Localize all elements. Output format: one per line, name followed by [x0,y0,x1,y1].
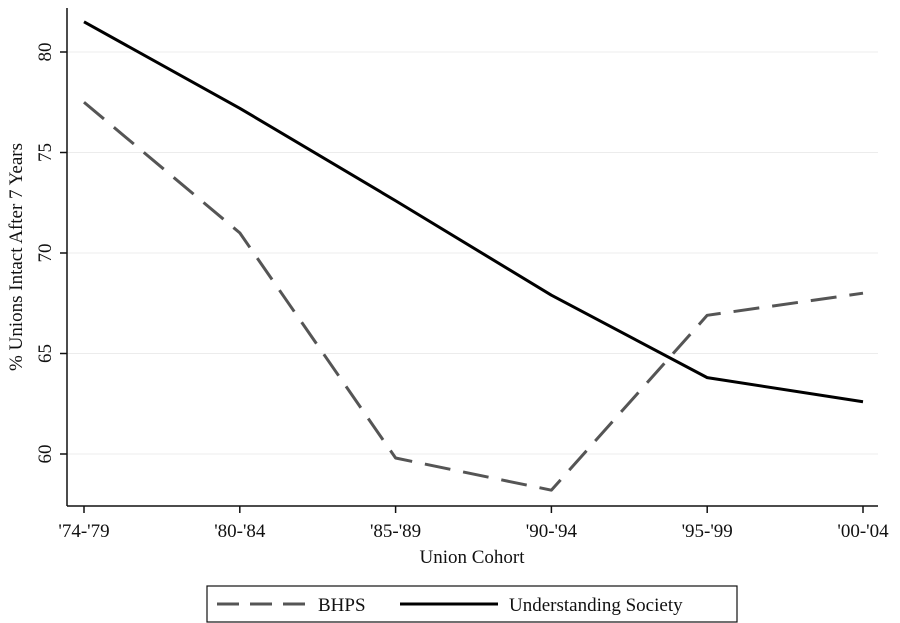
legend-label-understanding-society: Understanding Society [509,595,683,616]
y-ticks: 60 65 70 75 80 [35,43,67,464]
x-axis-title: Union Cohort [419,547,525,568]
x-tick-label: '90-'94 [526,521,578,542]
series-lines [83,20,864,492]
y-tick-label: 65 [35,344,56,363]
y-tick-label: 80 [35,43,56,62]
y-tick-label: 75 [35,143,56,162]
y-tick-label: 60 [35,445,56,464]
x-tick-label: '85-'89 [370,521,421,542]
axes [66,8,878,507]
x-tick-label: '95-'99 [682,521,733,542]
legend: BHPS Understanding Society [206,585,738,623]
x-tick-label: '80-'84 [214,521,266,542]
series-line-understanding-society [83,20,864,404]
x-ticks: '74-'79 '80-'84 '85-'89 '90-'94 '95-'99 '00-'… [58,506,889,542]
gridlines [67,51,878,455]
y-axis-title: % Unions Intact After 7 Years [6,143,27,371]
x-tick-label: '74-'79 [58,521,109,542]
legend-label-bhps: BHPS [318,595,366,616]
x-tick-label: '00-'04 [837,521,889,542]
y-tick-label: 70 [35,244,56,263]
series-line-bhps [83,101,864,492]
